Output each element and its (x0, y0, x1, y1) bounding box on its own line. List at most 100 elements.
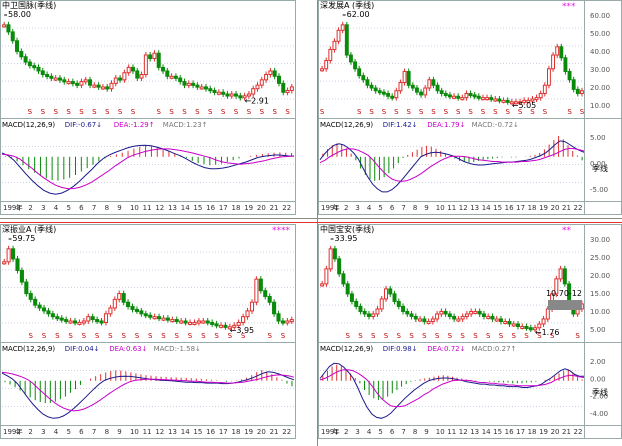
candle-up (554, 278, 559, 295)
signal-marker: S (188, 332, 193, 340)
signal-marker: S (135, 332, 140, 340)
candle-up (122, 72, 127, 81)
date-axis-label: 10 (130, 204, 139, 212)
candle-down (135, 70, 140, 79)
candle-up (199, 86, 204, 90)
signal-marker: S (82, 332, 87, 340)
macd-axis-label: -2.00 (590, 393, 608, 401)
macd-legend-title: MACD(12,26,9) (2, 121, 55, 129)
candle-up (152, 52, 157, 60)
candle-down (353, 61, 358, 70)
date-axis-label: 2 (28, 428, 32, 436)
candle-up (439, 310, 444, 315)
signal-marker: S (108, 332, 113, 340)
signal-marker: S (486, 332, 491, 340)
candle-down (559, 46, 564, 59)
candle-down (45, 74, 50, 78)
price-axis-label: 30.00 (590, 66, 610, 74)
candle-down (377, 90, 382, 94)
signal-marker: S (208, 108, 213, 116)
candle-up (469, 310, 474, 315)
candle-up (255, 84, 260, 90)
candle-up (86, 316, 91, 322)
candle-up (328, 248, 333, 270)
candle-up (538, 93, 543, 99)
candle-up (109, 82, 114, 90)
signal-marker: S (241, 332, 246, 340)
date-axis-label: 11 (143, 204, 152, 212)
candle-up (245, 310, 250, 318)
date-axis-label: 10 (130, 428, 139, 436)
signal-marker: S (234, 108, 239, 116)
candle-up (509, 101, 514, 105)
date-axis-label: 17 (219, 428, 228, 436)
date-axis-label: 14 (482, 428, 491, 436)
date-axis-label: 7 (401, 204, 405, 212)
candle-up (66, 81, 71, 85)
macd-legend-macd: MACD:-0.72↓ (472, 121, 519, 129)
candle-down (401, 305, 406, 312)
dif-line (319, 140, 585, 193)
candle-up (289, 86, 294, 91)
panel-title: 深发展A (季线) (320, 0, 374, 10)
signal-marker: S (66, 108, 71, 116)
macd-legend-macd: MACD:-1.58↓ (154, 345, 201, 353)
signal-marker: S (285, 108, 290, 116)
candle-down (90, 316, 95, 321)
candle-up (100, 86, 105, 90)
date-axis-label: 4 (367, 204, 372, 212)
candle-up (533, 327, 538, 331)
candle-up (379, 298, 384, 310)
candle-up (464, 313, 469, 317)
candle-up (268, 70, 273, 76)
date-axis-label: 7 (92, 204, 96, 212)
signal-marker: S (468, 108, 473, 116)
candle-up (259, 79, 264, 86)
candle-up (246, 93, 251, 97)
candle-up (242, 95, 247, 99)
signal-marker: S (201, 332, 206, 340)
date-axis-label: 7 (401, 428, 405, 436)
candle-up (83, 79, 88, 83)
price-axis-label: 60.00 (590, 12, 610, 20)
signal-marker: S (148, 332, 153, 340)
date-axis-label: 16 (206, 428, 215, 436)
candle-up (534, 97, 539, 101)
candle-down (183, 320, 188, 324)
date-axis-label: 11 (447, 204, 456, 212)
candle-up (113, 77, 118, 84)
candle-down (357, 68, 362, 77)
candle-down (75, 82, 80, 86)
candle-down (134, 308, 139, 312)
candle-down (489, 97, 494, 101)
candle-up (241, 316, 246, 323)
candle-down (477, 310, 482, 315)
date-axis-label: 21 (270, 428, 279, 436)
candle-up (494, 318, 499, 322)
candle-up (340, 24, 345, 31)
candle-up (201, 320, 206, 324)
date-axis-label: 5 (378, 428, 382, 436)
date-axis-label: 年 (332, 203, 339, 212)
signal-marker: S (221, 108, 226, 116)
signal-marker: S (53, 108, 58, 116)
candle-up (530, 98, 535, 102)
signal-marker: S (272, 108, 277, 116)
macd-legend-dea: DEA:1.79↓ (427, 121, 465, 129)
candle-down (173, 75, 178, 79)
date-axis-label: 4 (54, 204, 59, 212)
macd-axis-label: 0.00 (590, 375, 606, 383)
candle-down (563, 57, 568, 73)
signal-marker: S (358, 332, 363, 340)
signal-stars: *** (562, 2, 576, 12)
candle-down (72, 320, 78, 324)
candle-down (10, 31, 15, 42)
date-axis-label: 6 (79, 428, 84, 436)
candle-down (214, 323, 219, 327)
date-axis-label: 年 (16, 203, 23, 212)
signal-marker: S (118, 108, 123, 116)
macd-legend-title: MACD(12,26,9) (320, 121, 373, 129)
candle-up (551, 54, 556, 70)
panel-title: 中卫国脉(季线) (2, 0, 56, 10)
candle-down (528, 327, 533, 331)
